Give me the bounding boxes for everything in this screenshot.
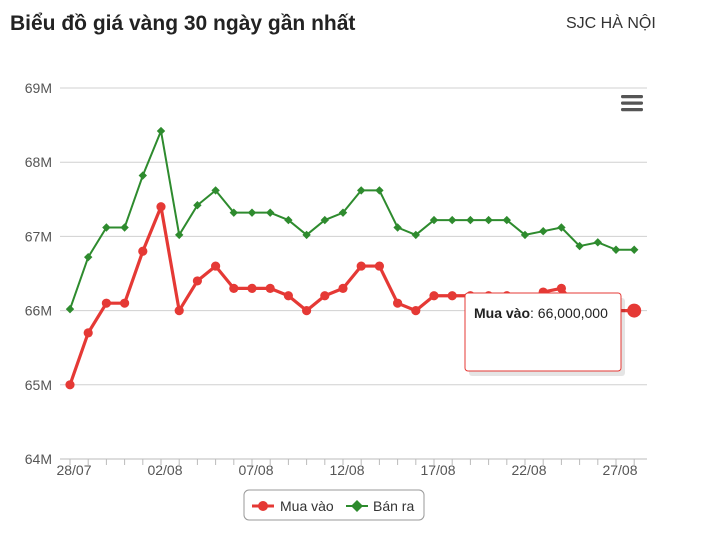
legend: Mua vào Bán ra: [243, 489, 425, 521]
series-ban-ra[interactable]: [65, 126, 639, 314]
data-point-mua-vao[interactable]: [265, 283, 275, 293]
data-point-ban-ra[interactable]: [502, 215, 511, 225]
data-point-ban-ra[interactable]: [338, 208, 348, 217]
data-point-ban-ra[interactable]: [448, 215, 457, 225]
y-tick-label: 69M: [25, 80, 52, 96]
data-point-mua-vao[interactable]: [229, 283, 239, 293]
data-point-mua-vao[interactable]: [65, 380, 75, 390]
data-point-mua-vao[interactable]: [356, 261, 366, 271]
tooltip-value: : 66,000,000: [530, 305, 608, 321]
data-point-ban-ra[interactable]: [630, 245, 639, 254]
data-point-ban-ra[interactable]: [320, 215, 329, 225]
y-tick-label: 68M: [25, 154, 52, 170]
data-point-mua-vao[interactable]: [211, 261, 221, 271]
data-point-mua-vao-highlighted[interactable]: [627, 303, 642, 318]
y-tick-label: 64M: [25, 451, 52, 467]
data-point-ban-ra[interactable]: [284, 215, 293, 225]
data-point-ban-ra[interactable]: [575, 241, 584, 251]
data-point-ban-ra[interactable]: [375, 186, 384, 195]
data-point-mua-vao[interactable]: [302, 306, 312, 316]
data-point-mua-vao[interactable]: [393, 298, 403, 308]
data-point-ban-ra[interactable]: [120, 223, 129, 232]
x-tick-label: 12/08: [329, 462, 364, 478]
location-label: SJC HÀ NỘI: [566, 15, 656, 32]
data-point-mua-vao[interactable]: [411, 306, 421, 316]
data-point-ban-ra[interactable]: [484, 215, 493, 225]
x-tick-label: 22/08: [511, 462, 546, 478]
y-tick-label: 67M: [25, 228, 52, 244]
data-point-ban-ra[interactable]: [611, 245, 621, 254]
data-point-mua-vao[interactable]: [156, 202, 166, 212]
data-point-ban-ra[interactable]: [65, 304, 75, 314]
data-point-mua-vao[interactable]: [101, 298, 111, 308]
data-point-mua-vao[interactable]: [429, 291, 439, 301]
legend-label-ban-ra: Bán ra: [373, 498, 414, 514]
data-point-ban-ra[interactable]: [211, 186, 220, 195]
x-tick-label: 27/08: [602, 462, 637, 478]
data-point-mua-vao[interactable]: [283, 291, 293, 301]
data-point-mua-vao[interactable]: [83, 328, 93, 338]
data-point-ban-ra[interactable]: [466, 215, 475, 225]
data-point-mua-vao[interactable]: [320, 291, 330, 301]
data-point-ban-ra[interactable]: [193, 201, 202, 210]
data-point-mua-vao[interactable]: [447, 291, 457, 301]
data-point-ban-ra[interactable]: [138, 171, 147, 180]
data-point-ban-ra[interactable]: [247, 208, 257, 217]
tooltip-text: Mua vào: 66,000,000: [474, 305, 608, 321]
x-tick-label: 07/08: [238, 462, 273, 478]
legend-item-mua-vao[interactable]: Mua vào: [252, 498, 334, 514]
legend-item-ban-ra[interactable]: Bán ra: [346, 498, 414, 514]
data-point-mua-vao[interactable]: [120, 298, 130, 308]
data-point-mua-vao[interactable]: [338, 283, 348, 293]
data-point-mua-vao[interactable]: [192, 276, 202, 286]
data-point-ban-ra[interactable]: [102, 223, 111, 232]
data-point-ban-ra[interactable]: [520, 230, 530, 240]
data-point-ban-ra[interactable]: [557, 223, 566, 232]
data-point-ban-ra[interactable]: [302, 230, 311, 240]
data-point-ban-ra[interactable]: [156, 126, 166, 136]
data-point-mua-vao[interactable]: [556, 283, 567, 293]
data-point-ban-ra[interactable]: [429, 215, 439, 225]
data-point-mua-vao[interactable]: [374, 261, 384, 271]
x-tick-label: 28/07: [56, 462, 91, 478]
data-point-mua-vao[interactable]: [247, 283, 257, 293]
data-point-ban-ra[interactable]: [411, 230, 420, 240]
x-tick-label: 02/08: [147, 462, 182, 478]
y-axis-ticks: 64M 65M 66M 67M 68M 69M: [25, 80, 52, 467]
x-axis: 28/07 02/08 07/08 12/08 17/08 22/08 27/08: [56, 458, 647, 478]
y-tick-label: 66M: [25, 303, 52, 319]
data-point-ban-ra[interactable]: [393, 223, 402, 232]
y-tick-label: 65M: [25, 377, 52, 393]
tooltip: Mua vào: 66,000,000: [464, 292, 625, 376]
data-point-ban-ra[interactable]: [357, 186, 366, 195]
data-point-mua-vao[interactable]: [138, 246, 148, 256]
data-point-ban-ra[interactable]: [266, 208, 275, 217]
legend-label-mua-vao: Mua vào: [280, 498, 334, 514]
data-point-ban-ra[interactable]: [84, 252, 93, 262]
hamburger-menu-icon[interactable]: [621, 95, 643, 112]
data-point-mua-vao[interactable]: [174, 306, 184, 316]
data-point-ban-ra[interactable]: [593, 238, 602, 247]
tooltip-series-label: Mua vào: [474, 305, 530, 321]
data-point-ban-ra[interactable]: [539, 227, 548, 236]
x-tick-label: 17/08: [420, 462, 455, 478]
data-point-ban-ra[interactable]: [229, 208, 238, 217]
data-point-ban-ra[interactable]: [175, 230, 184, 240]
chart-title: Biểu đồ giá vàng 30 ngày gần nhất: [10, 12, 356, 35]
